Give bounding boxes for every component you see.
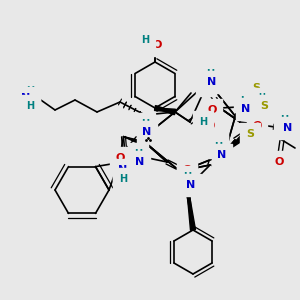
Text: N: N bbox=[207, 77, 217, 87]
Text: H: H bbox=[141, 119, 149, 129]
Text: H: H bbox=[26, 101, 34, 111]
Text: O: O bbox=[115, 153, 125, 163]
Text: N: N bbox=[142, 127, 152, 137]
Text: O: O bbox=[201, 80, 211, 90]
Text: H: H bbox=[240, 96, 248, 106]
Text: H: H bbox=[26, 86, 34, 96]
Polygon shape bbox=[185, 170, 196, 230]
Text: H: H bbox=[119, 174, 127, 184]
Polygon shape bbox=[182, 170, 193, 230]
Text: N: N bbox=[284, 123, 292, 133]
Text: S: S bbox=[260, 101, 268, 111]
Text: H: H bbox=[141, 35, 149, 45]
Text: H: H bbox=[183, 172, 191, 182]
Text: H: H bbox=[259, 94, 266, 103]
Polygon shape bbox=[225, 136, 244, 152]
Text: O: O bbox=[205, 121, 215, 131]
Text: O: O bbox=[274, 157, 284, 167]
Text: N: N bbox=[21, 93, 31, 103]
Text: H: H bbox=[134, 149, 142, 159]
Text: O: O bbox=[152, 40, 162, 50]
Text: H: H bbox=[199, 117, 207, 127]
Polygon shape bbox=[154, 106, 175, 112]
Text: O: O bbox=[182, 165, 192, 175]
Text: H: H bbox=[280, 115, 288, 125]
Text: N: N bbox=[186, 180, 196, 190]
Text: S: S bbox=[252, 83, 260, 93]
Polygon shape bbox=[124, 136, 149, 147]
Text: O: O bbox=[207, 105, 217, 115]
Text: H: H bbox=[206, 69, 214, 79]
Text: N: N bbox=[135, 157, 145, 167]
Text: N: N bbox=[218, 150, 226, 160]
Text: N: N bbox=[118, 165, 127, 175]
Text: H: H bbox=[214, 142, 222, 152]
Text: O: O bbox=[213, 136, 223, 146]
Polygon shape bbox=[155, 108, 175, 115]
Text: O: O bbox=[252, 121, 262, 131]
Text: S: S bbox=[246, 129, 254, 139]
Text: N: N bbox=[242, 104, 250, 114]
